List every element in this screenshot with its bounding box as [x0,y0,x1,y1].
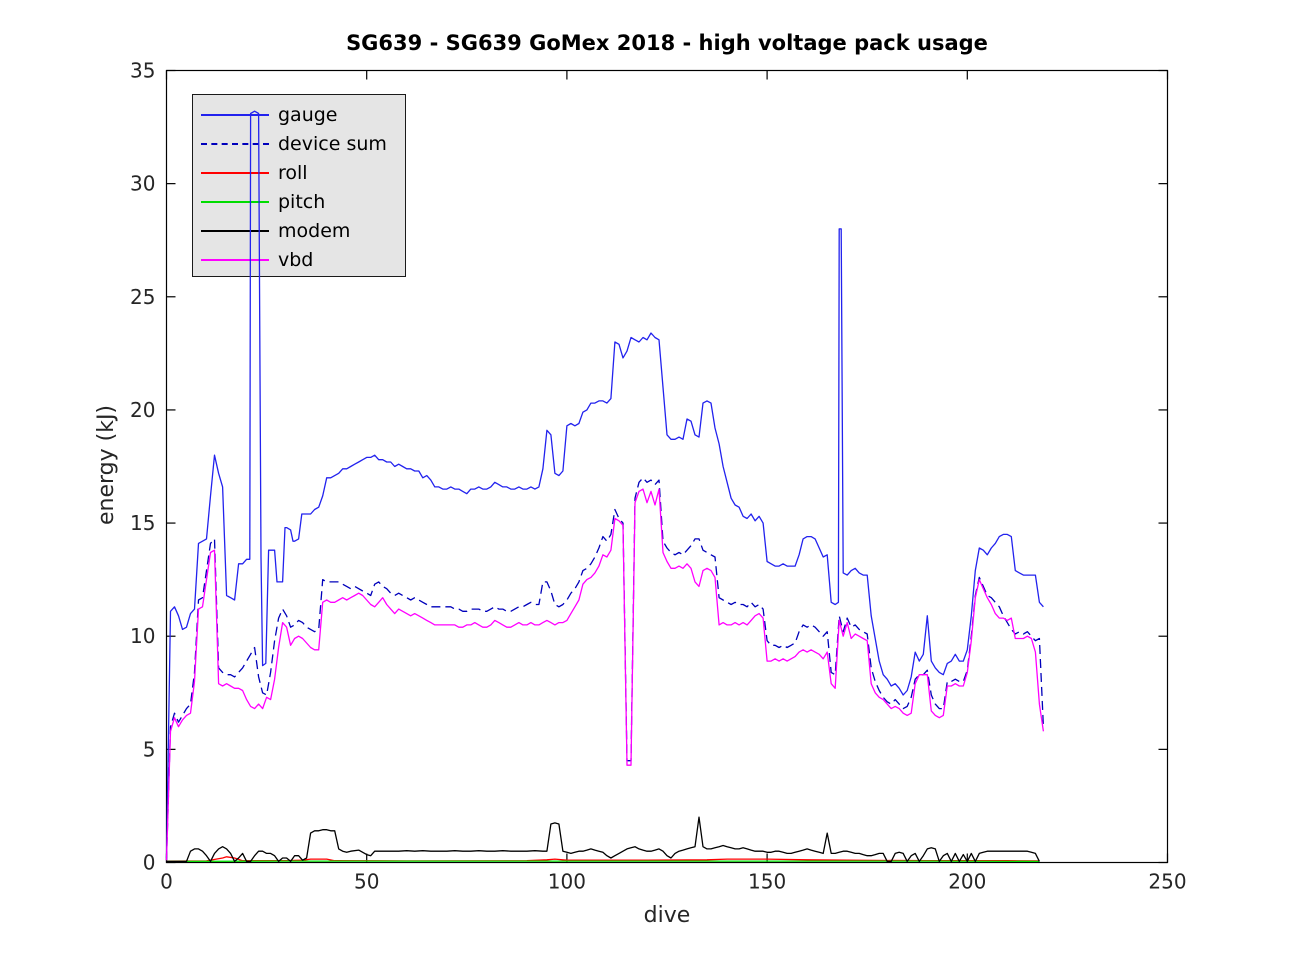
x-axis-label: dive [643,903,691,928]
legend-item-gauge: gauge [193,100,405,129]
legend-label: modem [278,219,351,242]
x-tick-label: 0 [160,870,173,894]
y-tick-label: 15 [130,511,155,535]
legend-label: device sum [278,132,387,155]
pitch-line-swatch [201,200,269,203]
gauge-line-swatch [201,113,269,116]
legend-item-vbd: vbd [193,245,405,274]
y-tick-label: 5 [143,737,156,761]
x-tick-label: 50 [354,870,379,894]
y-tick-label: 10 [130,624,155,648]
y-tick-label: 20 [130,398,155,422]
series-line-gauge [165,110,1044,859]
chart-title: SG639 - SG639 GoMex 2018 - high voltage … [346,31,988,55]
y-axis-label: energy (kJ) [94,404,119,526]
y-tick-label: 25 [130,285,155,309]
x-tick-label: 200 [948,870,986,894]
legend: gauge device sum roll pitch modem vbd [192,94,406,277]
legend-label: pitch [278,190,326,213]
y-tick-label: 30 [130,172,155,196]
vbd-line-swatch [201,258,269,261]
x-tick-label: 250 [1148,870,1186,894]
axes-box [165,69,1169,864]
series-line-device-sum [165,477,1045,861]
x-tick-label: 150 [748,870,786,894]
roll-line-swatch [201,171,269,174]
y-tick-label: 0 [143,851,156,875]
series-line-vbd [165,488,1045,861]
y-tick-label: 35 [130,59,155,83]
legend-label: vbd [278,248,314,271]
legend-item-modem: modem [193,216,405,245]
device-sum-line-swatch [201,142,269,145]
legend-item-pitch: pitch [193,187,405,216]
legend-label: gauge [278,103,338,126]
legend-label: roll [278,161,308,184]
modem-line-swatch [201,229,269,232]
x-tick-label: 100 [548,870,586,894]
series-line-modem [166,816,1040,863]
legend-item-device-sum: device sum [193,129,405,158]
legend-item-roll: roll [193,158,405,187]
